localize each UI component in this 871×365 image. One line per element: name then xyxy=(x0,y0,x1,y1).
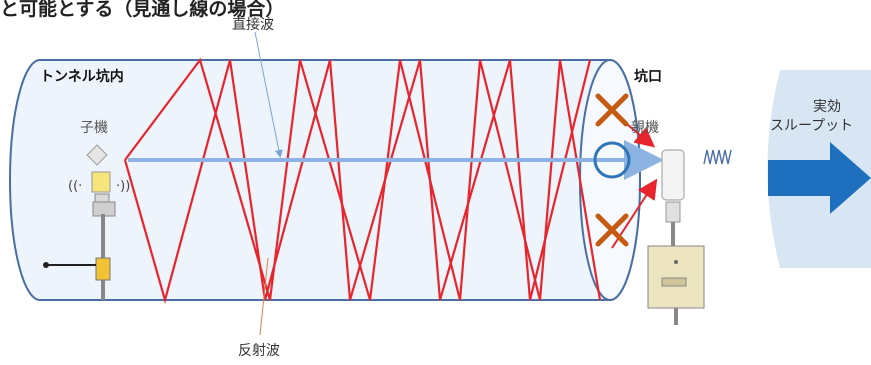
child-unit-label: 子機 xyxy=(80,117,108,137)
effective-throughput-line1: 実効 xyxy=(813,96,841,116)
tunnel-inside-label: トンネル坑内 xyxy=(40,66,124,86)
direct-wave-label: 直接波 xyxy=(232,14,274,34)
signal-wave-icon xyxy=(704,150,731,164)
svg-text:((·: ((· xyxy=(68,179,82,194)
parent-unit-device xyxy=(648,150,704,325)
tunnel-mouth-label: 坑口 xyxy=(634,66,662,86)
effective-throughput-line2: スループット xyxy=(770,115,853,135)
parent-unit-label: 親機 xyxy=(631,117,659,137)
tunnel-opening xyxy=(580,60,640,300)
svg-text:·)): ·)) xyxy=(116,179,130,194)
reflected-wave-label: 反射波 xyxy=(238,340,280,360)
